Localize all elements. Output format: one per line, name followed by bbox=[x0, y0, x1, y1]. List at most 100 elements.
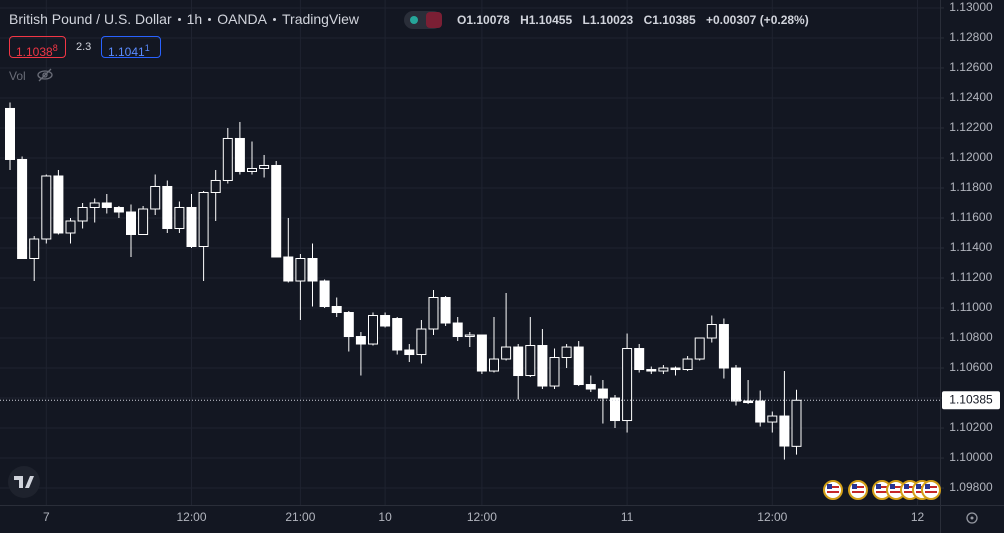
ohlc-value: 1.10023 bbox=[589, 13, 634, 27]
buy-button[interactable]: 1.10411 bbox=[101, 36, 161, 59]
candle-body bbox=[585, 384, 596, 390]
platform: TradingView bbox=[282, 11, 360, 27]
candle-body bbox=[5, 107, 15, 160]
candle-body bbox=[210, 179, 221, 193]
event-flag-canton bbox=[876, 484, 881, 489]
event-flag-canton bbox=[852, 484, 857, 489]
candle-body bbox=[452, 322, 463, 338]
candle-body bbox=[331, 306, 342, 314]
market-status[interactable] bbox=[404, 11, 442, 29]
exchange: OANDA bbox=[217, 11, 267, 27]
event-flag-stripe bbox=[852, 491, 864, 493]
last-price-box bbox=[942, 391, 1000, 410]
candle-body bbox=[138, 208, 149, 235]
change: +0.00307 (+0.28%) bbox=[705, 13, 809, 27]
candle-body bbox=[561, 346, 572, 359]
candle-body bbox=[489, 358, 499, 372]
candle-body bbox=[622, 348, 633, 422]
candle-body bbox=[682, 358, 693, 371]
interval[interactable]: 1h bbox=[186, 11, 203, 27]
event-flag-circle bbox=[921, 480, 941, 500]
event-flag-canton bbox=[890, 484, 895, 489]
x-tick-label: 11 bbox=[621, 510, 634, 524]
ohlc-readout: O1.10078 H1.10455 L1.10023 C1.10385 +0.0… bbox=[457, 13, 809, 27]
symbol-title: British Pound / U.S. Dollar bbox=[9, 11, 172, 27]
y-tick-label: 1.12400 bbox=[949, 90, 993, 104]
symbol-header: British Pound / U.S. Dollar 1h OANDA Tra… bbox=[9, 11, 359, 27]
candle-body bbox=[416, 328, 427, 356]
hide-volume-icon[interactable] bbox=[37, 68, 53, 82]
y-tick-label: 1.10200 bbox=[949, 420, 993, 434]
sell-button[interactable]: 1.10388 bbox=[9, 36, 66, 59]
event-flag[interactable] bbox=[823, 480, 843, 500]
candle-body bbox=[718, 324, 729, 369]
candle-body bbox=[501, 346, 512, 360]
y-tick-label: 1.11800 bbox=[950, 180, 993, 194]
event-flag-canton bbox=[916, 484, 921, 489]
candle-body bbox=[646, 369, 657, 372]
event-flag-stripe bbox=[890, 491, 902, 493]
ohlc-label: C bbox=[643, 13, 653, 27]
settings-circle bbox=[966, 512, 978, 524]
candle-body bbox=[791, 399, 802, 447]
event-flag[interactable] bbox=[848, 480, 868, 500]
candle-body bbox=[295, 258, 306, 282]
candle-body bbox=[706, 324, 717, 339]
candle-body bbox=[368, 315, 378, 345]
candle-body bbox=[537, 345, 548, 387]
event-flag-stripe bbox=[876, 491, 888, 493]
volume-label: Vol bbox=[9, 69, 26, 83]
event-flag-stripe bbox=[925, 491, 937, 493]
ohlc-value: 1.10385 bbox=[652, 13, 696, 27]
candle-body bbox=[779, 415, 790, 447]
x-tick-label: 7 bbox=[43, 510, 50, 524]
y-tick-label: 1.12800 bbox=[949, 30, 993, 44]
candle-body bbox=[355, 336, 366, 345]
y-tick-label: 1.11400 bbox=[950, 240, 993, 254]
sell-pip: 8 bbox=[52, 43, 58, 53]
candle-body bbox=[610, 397, 620, 422]
y-tick-label: 1.10800 bbox=[949, 330, 993, 344]
candle-body bbox=[186, 206, 197, 247]
event-flag-stripe bbox=[904, 486, 916, 488]
candle-body bbox=[476, 334, 487, 372]
candle-body bbox=[29, 238, 40, 260]
candle-body bbox=[670, 367, 681, 371]
spread: 2.3 bbox=[76, 41, 92, 53]
candle-body bbox=[731, 367, 741, 402]
candle-body bbox=[694, 337, 705, 360]
y-tick-label: 1.09800 bbox=[949, 480, 993, 494]
x-tick-label: 10 bbox=[378, 510, 392, 524]
y-tick-label: 1.12200 bbox=[949, 120, 993, 134]
event-flag[interactable] bbox=[886, 480, 906, 500]
event-flag[interactable] bbox=[921, 480, 941, 500]
candle-body bbox=[549, 357, 560, 387]
candle-body bbox=[77, 206, 88, 222]
ohlc-value: 1.10078 bbox=[466, 13, 510, 27]
y-tick-label: 1.12600 bbox=[949, 60, 993, 74]
x-tick-label: 21:00 bbox=[285, 510, 315, 524]
candle-body bbox=[767, 415, 778, 423]
candle-body bbox=[525, 345, 536, 377]
event-flag-stripe bbox=[876, 486, 888, 488]
candle-body bbox=[343, 312, 354, 338]
tradingview-logo bbox=[8, 466, 40, 498]
candle-body bbox=[17, 158, 28, 260]
candle-body bbox=[404, 349, 415, 356]
last-price-label: 1.10385 bbox=[949, 392, 993, 406]
logo-circle bbox=[8, 466, 40, 498]
candle-body bbox=[658, 367, 669, 372]
candle-body bbox=[162, 185, 173, 229]
buy-pip: 1 bbox=[144, 43, 150, 53]
ohlc-label: H bbox=[520, 13, 529, 27]
candle-body bbox=[234, 137, 245, 172]
candle-body bbox=[319, 280, 330, 308]
settings-icon[interactable] bbox=[966, 512, 978, 524]
x-tick-label: 12:00 bbox=[757, 510, 787, 524]
candle-body bbox=[271, 164, 282, 258]
candle-body bbox=[573, 346, 584, 386]
y-tick-label: 1.10000 bbox=[949, 450, 993, 464]
candle-body bbox=[198, 191, 209, 247]
